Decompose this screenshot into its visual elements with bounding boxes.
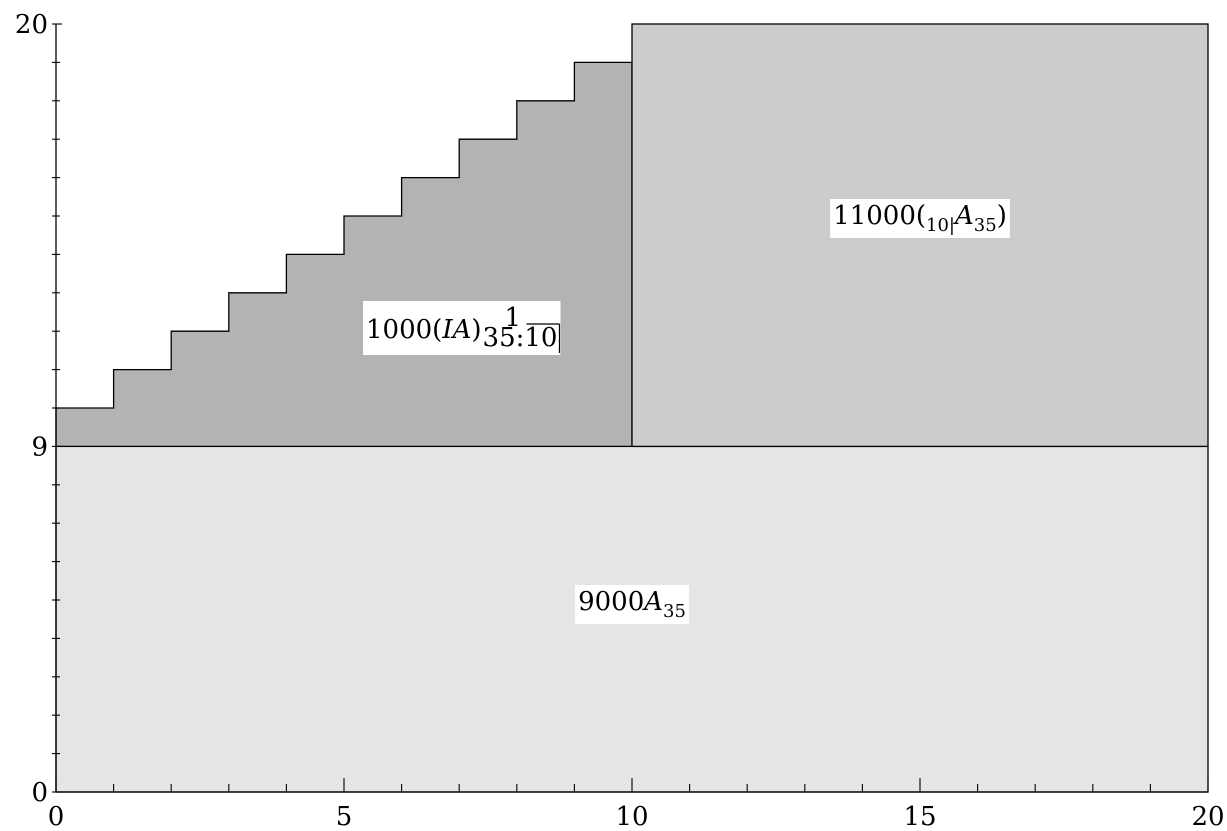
label-increasing-open: ( [432,315,442,345]
label-increasing-text: 1000(IA) [366,315,482,345]
label-base-text: 9000A35 [578,587,686,622]
label-deferred-symbol: A [953,201,974,231]
label-increasing-close: ) [471,315,481,345]
label-increasing-subscript: 35:10 [483,323,558,353]
x-tick-label: 0 [48,802,65,831]
label-increasing-background [363,301,561,355]
y-tick-label: 9 [31,432,48,462]
ticks-layer [52,23,1209,793]
x-tick-label: 5 [336,802,353,831]
label-deferred-close: ) [997,201,1007,231]
label-deferred-subscript: 35 [974,215,997,236]
label-base-background [575,585,689,624]
x-tick-label: 20 [1191,802,1224,831]
tick-labels-layer: 0 5 10 15 20 0 9 20 [15,10,1225,831]
y-tick-label: 20 [15,10,48,40]
label-base-symbol: A [642,587,663,617]
regions-layer [55,23,1209,793]
label-deferred: 11000(10|A35) [830,199,1010,238]
label-increasing-number: 1000 [366,315,432,345]
label-base-number: 9000 [578,587,644,617]
label-deferred-prefix-subscript: 10| [926,215,955,236]
label-base-subscript: 35 [663,601,686,622]
x-tick-label: 10 [615,802,648,831]
region-increasing [55,61,633,448]
label-base: 9000A35 [575,585,689,624]
label-increasing-superscript: 1 [505,303,522,333]
label-deferred-text: 11000(10|A35) [833,201,1007,236]
label-increasing-symbol: IA [441,315,471,345]
y-tick-label: 0 [31,778,48,808]
label-increasing: 1000(IA) 1 35:10 [363,301,561,355]
x-tick-label: 15 [903,802,936,831]
label-deferred-background [830,199,1010,238]
label-deferred-open: ( [916,201,926,231]
label-deferred-number: 11000 [833,201,916,231]
